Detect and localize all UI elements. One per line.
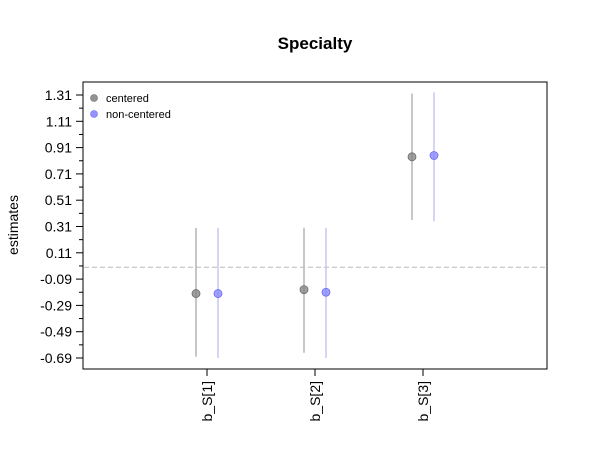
y-tick-label: 0.11 (46, 245, 72, 261)
legend-label: centered (106, 93, 149, 105)
data-point (429, 151, 439, 160)
y-tick-label: -0.49 (40, 324, 72, 340)
data-point (407, 152, 417, 162)
x-tick-label: b_S[2] (307, 381, 323, 421)
y-tick-label: 1.11 (46, 113, 72, 129)
data-point (191, 289, 201, 298)
point-layer (191, 151, 439, 298)
legend: centered non-centered (90, 93, 171, 121)
y-tick-label: -0.29 (40, 297, 72, 313)
y-tick-label: -0.09 (40, 271, 72, 287)
x-tick-label: b_S[3] (415, 381, 431, 421)
y-tick-label: 0.51 (45, 192, 72, 208)
y-tick-label: 0.91 (45, 140, 72, 156)
y-tick-label: 0.31 (45, 219, 72, 235)
data-point (321, 287, 331, 297)
data-point (213, 289, 223, 298)
plot-frame (82, 81, 548, 370)
y-axis-label: estimates (5, 195, 21, 255)
legend-marker (90, 94, 98, 102)
chart-title: Specialty (278, 34, 353, 53)
data-point (299, 285, 309, 295)
y-tick-label: 0.71 (45, 166, 72, 182)
legend-marker (90, 110, 98, 118)
error-bar-layer (195, 92, 435, 358)
legend-label: non-centered (106, 109, 171, 121)
y-tick-label: 1.31 (45, 87, 72, 103)
x-tick-label: b_S[1] (199, 381, 215, 421)
y-tick-label: -0.69 (40, 350, 72, 366)
axis-layer: 1.31 1.11 0.91 0.71 0.51 0.31 0.11 -0.09 -0.29 -0… (40, 87, 431, 421)
